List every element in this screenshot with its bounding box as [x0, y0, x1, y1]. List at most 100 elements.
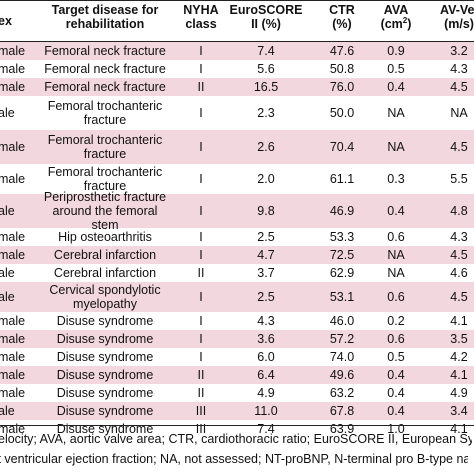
table-row: male Femoral neck fracture II 16.5 76.0 0.4 4.…: [0, 78, 474, 96]
footnote-line-1: elocity; AVA, aortic valve area; CTR, ca…: [0, 432, 472, 446]
cell-target-disease: Cervical spondylotic myelopathy: [49, 283, 161, 311]
table-row: ale Periprosthetic fracture around the fe…: [0, 190, 474, 232]
table-row: male Disuse syndrome II 6.4 49.6 0.4 4.1: [0, 366, 474, 384]
cell-av-velocity: 3.4: [450, 404, 468, 418]
cell-av-velocity: 4.9: [450, 386, 468, 400]
table-header: ex Target disease for rehabilitation NYH…: [0, 1, 474, 41]
cell-target-disease: Disuse syndrome: [56, 332, 154, 346]
cell-ava: NA: [387, 106, 405, 120]
cell-av-velocity: NA: [450, 106, 468, 120]
table-row: male Femoral neck fracture I 7.4 47.6 0.9 3.2: [0, 42, 474, 60]
cell-nyha-class: II: [197, 386, 205, 400]
cell-nyha-class: II: [197, 80, 205, 94]
cell-sex: male: [0, 230, 26, 244]
cell-sex: male: [0, 314, 26, 328]
cell-euroscore: 4.7: [257, 248, 275, 262]
cell-av-velocity: 4.8: [450, 204, 468, 218]
header-sex: ex: [0, 14, 12, 28]
cell-ava: 0.9: [387, 44, 405, 58]
cell-ava: 0.3: [387, 172, 405, 186]
cell-ctr: 70.4: [329, 140, 355, 154]
table-row: male Femoral trochanteric fracture I 2.6 70.…: [0, 130, 474, 164]
cell-nyha-class: I: [199, 332, 203, 346]
cell-target-disease: Femoral trochanteric fracture: [47, 165, 163, 193]
header-ava-label: AVA: [383, 3, 409, 17]
cell-ava: 0.4: [387, 204, 405, 218]
cell-euroscore: 9.8: [257, 204, 275, 218]
cell-target-disease: Periprosthetic fracture around the femor…: [43, 190, 167, 232]
cell-av-velocity: 4.5: [450, 290, 468, 304]
table-row: male Disuse syndrome I 4.3 46.0 0.2 4.1: [0, 312, 474, 330]
cell-target-disease: Disuse syndrome: [56, 386, 154, 400]
cell-av-velocity: 5.5: [450, 172, 468, 186]
cell-sex: male: [0, 386, 26, 400]
cell-sex: ale: [0, 204, 15, 218]
table-row: ale Cervical spondylotic myelopathy I 2.5 53…: [0, 282, 474, 312]
cell-target-disease: Femoral trochanteric fracture: [47, 133, 163, 161]
cell-euroscore: 2.3: [257, 106, 275, 120]
header-ava: AVA (cm2): [374, 1, 418, 41]
header-av-velocity: AV-Vel (m/s): [440, 3, 474, 31]
cell-euroscore: 2.0: [257, 172, 275, 186]
cell-nyha-class: I: [199, 204, 203, 218]
cell-ctr: 61.1: [329, 172, 355, 186]
cell-nyha-class: I: [199, 106, 203, 120]
cell-ava: 0.4: [387, 80, 405, 94]
cell-ctr: 63.2: [329, 386, 355, 400]
cell-ava: 0.2: [387, 314, 405, 328]
cell-av-velocity: 4.5: [450, 80, 468, 94]
cell-nyha-class: II: [197, 266, 205, 280]
cell-ctr: 72.5: [329, 248, 355, 262]
table-row: ale Disuse syndrome III 11.0 67.8 0.4 3.4: [0, 402, 474, 420]
header-nyha-class: NYHA class: [183, 3, 219, 31]
header-ava-unit-sup: 2: [402, 15, 408, 25]
cell-target-disease: Cerebral infarction: [53, 266, 157, 280]
cell-sex: male: [0, 80, 26, 94]
table-row: ale Cerebral infarction II 3.7 62.9 NA 4.6: [0, 264, 474, 282]
cell-euroscore: 7.4: [257, 44, 275, 58]
cell-sex: ale: [0, 290, 15, 304]
cell-ctr: 74.0: [329, 350, 355, 364]
cell-av-velocity: 4.3: [450, 62, 468, 76]
cell-euroscore: 5.6: [257, 62, 275, 76]
cell-nyha-class: III: [195, 422, 207, 436]
header-target-disease: Target disease for rehabilitation: [51, 3, 159, 31]
cell-euroscore: 2.5: [257, 290, 275, 304]
cell-target-disease: Femoral neck fracture: [44, 44, 166, 58]
cell-ava: 0.4: [387, 386, 405, 400]
cell-nyha-class: I: [199, 140, 203, 154]
cell-ctr: 57.2: [329, 332, 355, 346]
table-row: male Disuse syndrome I 3.6 57.2 0.6 3.5: [0, 330, 474, 348]
cell-target-disease: Femoral neck fracture: [44, 62, 166, 76]
cell-ctr: 53.3: [329, 230, 355, 244]
cell-sex: ale: [0, 106, 15, 120]
cell-euroscore: 4.9: [257, 386, 275, 400]
cell-ctr: 76.0: [329, 80, 355, 94]
cell-ctr: 46.0: [329, 314, 355, 328]
table-row: male Disuse syndrome II 4.9 63.2 0.4 4.9: [0, 384, 474, 402]
table-row: male Femoral trochanteric fracture I 2.0 61.…: [0, 164, 474, 194]
cell-ava: 0.5: [387, 350, 405, 364]
cell-sex: male: [0, 62, 26, 76]
cell-av-velocity: 4.5: [450, 140, 468, 154]
cell-euroscore: 6.0: [257, 350, 275, 364]
cell-sex: male: [0, 140, 26, 154]
cell-ava: NA: [387, 266, 405, 280]
cell-nyha-class: I: [199, 350, 203, 364]
table-row: male Hip osteoarthritis I 2.5 53.3 0.6 4.3: [0, 228, 474, 246]
cell-nyha-class: III: [195, 404, 207, 418]
cell-av-velocity: 4.3: [450, 230, 468, 244]
cell-nyha-class: I: [199, 248, 203, 262]
cell-ctr: 50.0: [329, 106, 355, 120]
cell-ctr: 53.1: [329, 290, 355, 304]
cell-target-disease: Disuse syndrome: [56, 368, 154, 382]
cell-av-velocity: 4.5: [450, 248, 468, 262]
cell-euroscore: 3.7: [257, 266, 275, 280]
cell-ava: 0.4: [387, 404, 405, 418]
cell-av-velocity: 3.5: [450, 332, 468, 346]
cell-nyha-class: I: [199, 44, 203, 58]
table-row: male Disuse syndrome I 6.0 74.0 0.5 4.2: [0, 348, 474, 366]
cell-ctr: 47.6: [329, 44, 355, 58]
cell-euroscore: 16.5: [253, 80, 279, 94]
